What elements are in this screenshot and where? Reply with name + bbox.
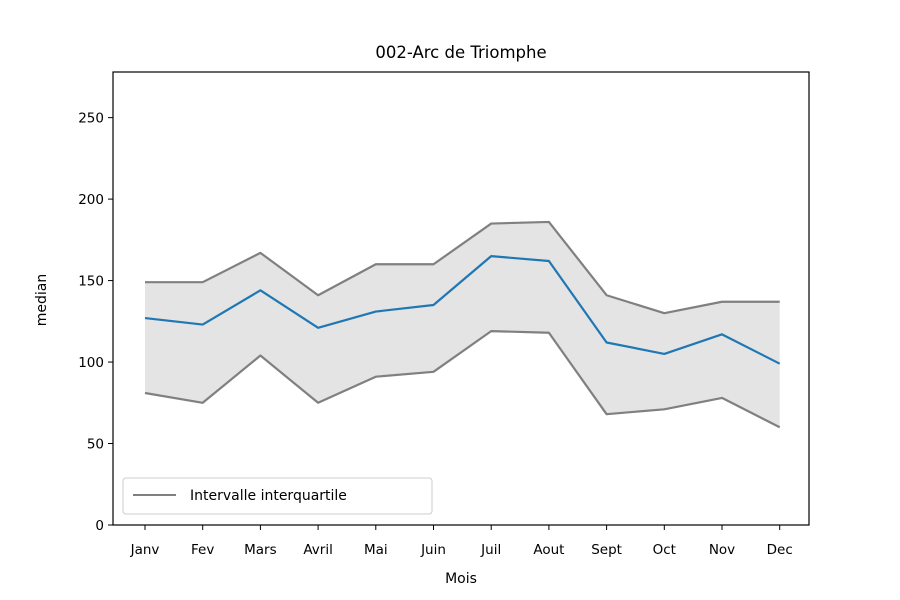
y-tick-label: 0 (95, 518, 104, 534)
x-tick-label: Fev (191, 542, 214, 558)
x-tick-label: Juil (480, 542, 501, 558)
legend: Intervalle interquartile (122, 477, 433, 515)
x-tick-label: Janv (130, 542, 160, 558)
x-tick-label: Juin (420, 542, 446, 558)
y-tick-label: 50 (87, 437, 104, 453)
x-tick-label: Aout (533, 542, 564, 558)
x-tick-label: Avril (303, 542, 333, 558)
y-tick-label: 200 (78, 192, 104, 208)
y-tick-label: 150 (78, 274, 104, 290)
x-tick-label: Sept (591, 542, 622, 558)
legend-label: Intervalle interquartile (190, 488, 347, 504)
chart-title: 002-Arc de Triomphe (375, 43, 546, 62)
series-line-median (144, 255, 781, 365)
interquartile-band (145, 221, 780, 428)
x-tick-label: Nov (709, 542, 735, 558)
x-tick-label: Mai (364, 542, 388, 558)
axes-frame (112, 71, 810, 526)
x-tick-label: Mars (244, 542, 277, 558)
series-line-q1 (144, 329, 781, 429)
y-tick-label: 250 (78, 111, 104, 127)
x-tick-label: Dec (767, 542, 793, 558)
y-tick-label: 100 (78, 355, 104, 371)
x-axis-label: Mois (445, 571, 477, 587)
x-tick-label: Oct (653, 542, 676, 558)
legend-box (122, 477, 433, 515)
y-axis-label: median (34, 274, 50, 326)
plot-area: 0 50 100 150 200 250 Janv Fev Mars Avril Mai Juin Ju… (78, 71, 810, 558)
series-line-q3 (145, 220, 780, 315)
